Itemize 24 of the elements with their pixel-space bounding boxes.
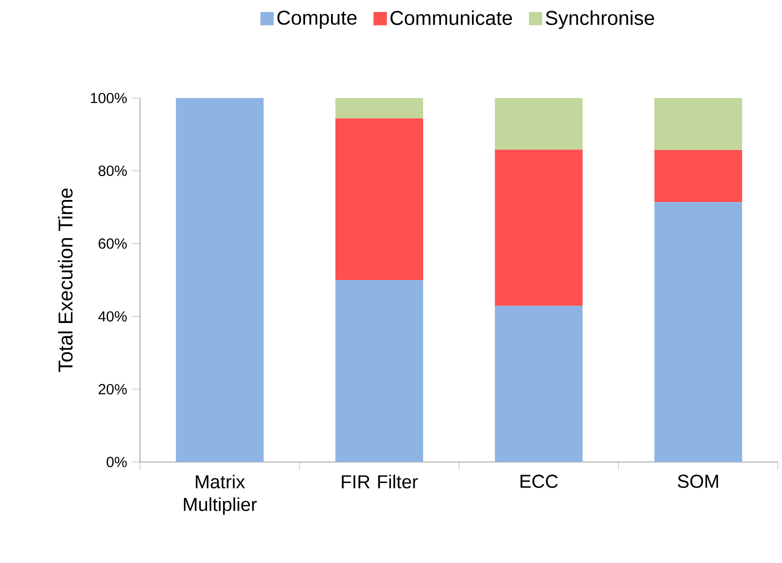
y-tick-label: 0% bbox=[106, 456, 127, 468]
legend-label: Communicate bbox=[390, 10, 512, 26]
y-tick-label: 80% bbox=[98, 166, 127, 176]
bar bbox=[494, 306, 583, 462]
bar bbox=[494, 98, 583, 150]
bar bbox=[335, 118, 424, 280]
legend-label: Synchronise bbox=[546, 10, 654, 30]
y-tick-label: 40% bbox=[98, 311, 127, 322]
y-tick-label: 100% bbox=[90, 92, 127, 104]
bar bbox=[494, 150, 583, 306]
bar bbox=[335, 98, 424, 118]
x-tick-label: FIR Filter bbox=[342, 474, 418, 488]
bar bbox=[654, 98, 742, 150]
y-axis-title: Total Execution Time bbox=[58, 188, 73, 372]
bar bbox=[176, 98, 264, 462]
y-tick-label: 20% bbox=[98, 384, 127, 394]
bar bbox=[335, 280, 424, 462]
bar bbox=[654, 202, 742, 462]
y-tick-label: 60% bbox=[98, 238, 127, 249]
legend-label: Compute bbox=[277, 10, 357, 29]
x-tick-label: ECC bbox=[520, 474, 558, 488]
bar bbox=[654, 150, 742, 202]
x-tick-label: Matrix Multiplier bbox=[184, 474, 257, 515]
x-tick-label: SOM bbox=[678, 474, 718, 488]
